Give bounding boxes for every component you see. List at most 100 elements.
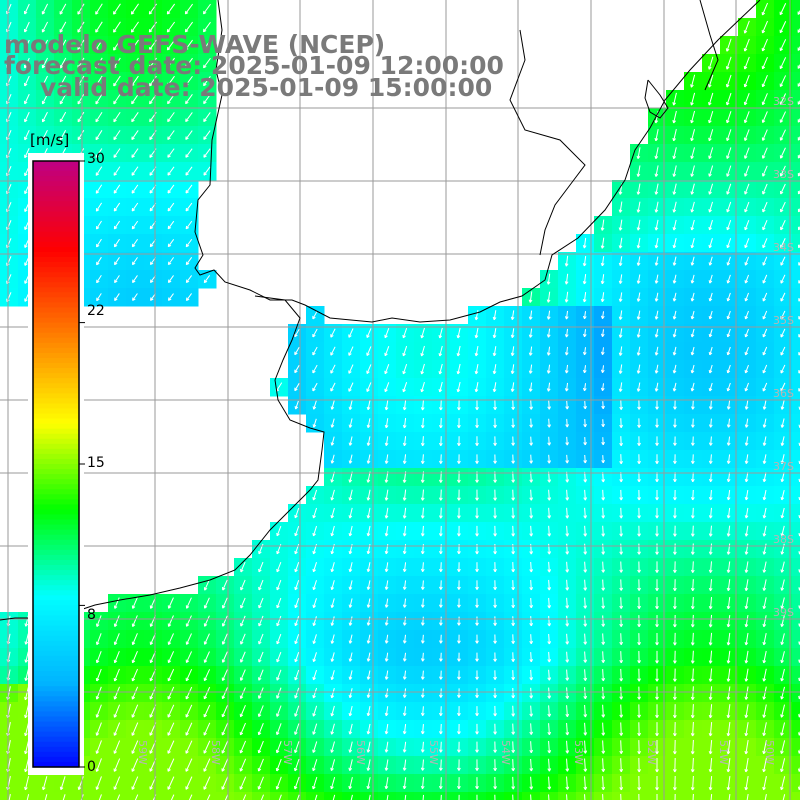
wind-arrow xyxy=(726,129,732,142)
wind-cell xyxy=(792,198,800,217)
lon-label: 51W xyxy=(717,740,730,765)
wind-arrow xyxy=(130,39,139,51)
lat-label: 36S xyxy=(773,387,794,400)
wind-arrow xyxy=(24,148,30,159)
wind-arrow xyxy=(95,130,103,141)
colorbar-segment xyxy=(33,484,79,490)
wind-arrow xyxy=(761,129,768,141)
wind-cell xyxy=(792,162,800,181)
colorbar-segment xyxy=(33,529,79,536)
wind-cell xyxy=(72,792,91,800)
wind-arrow xyxy=(725,92,732,106)
wind-arrow xyxy=(743,38,750,52)
colorbar-segment xyxy=(33,231,79,238)
wind-cell xyxy=(36,792,55,800)
colorbar-segment xyxy=(33,352,79,359)
colorbar-segment xyxy=(33,251,79,258)
wind-arrow xyxy=(743,111,750,124)
wind-cell xyxy=(792,558,800,577)
wind-arrow xyxy=(166,3,176,15)
wind-arrow xyxy=(761,2,769,16)
wind-cell xyxy=(792,756,800,775)
colorbar-segment xyxy=(33,342,79,349)
wind-cell xyxy=(792,576,800,595)
colorbar-segment xyxy=(33,686,79,692)
wind-arrow xyxy=(167,112,175,123)
wind-arrow xyxy=(167,166,175,176)
colorbar-segment xyxy=(33,534,79,541)
wind-arrow xyxy=(24,57,30,69)
wind-arrow xyxy=(131,130,139,141)
wind-arrow xyxy=(708,92,714,106)
wind-arrow xyxy=(202,3,211,15)
colorbar-segment xyxy=(33,216,79,223)
colorbar-segment xyxy=(33,585,79,591)
wind-cell xyxy=(108,792,127,800)
wind-arrow xyxy=(23,3,30,15)
colorbar-segment xyxy=(33,443,79,450)
wind-arrow xyxy=(95,111,103,123)
wind-cell xyxy=(342,792,361,800)
colorbar-segment xyxy=(33,201,79,208)
wind-arrow xyxy=(708,147,714,159)
valid-date: valid date: 2025-01-09 15:00:00 xyxy=(40,73,493,102)
colorbar-segment xyxy=(33,327,79,334)
wind-arrow xyxy=(41,39,49,51)
wind-arrow xyxy=(131,166,139,176)
colorbar-segment xyxy=(33,751,79,758)
colorbar-segment xyxy=(33,297,79,303)
colorbar-segment xyxy=(33,499,79,505)
colorbar-segment xyxy=(33,746,79,753)
wind-cell xyxy=(792,90,800,109)
wind-arrow xyxy=(131,93,139,105)
wind-cell xyxy=(792,720,800,739)
wind-arrow xyxy=(743,74,750,88)
lat-label: 32S xyxy=(773,95,794,108)
colorbar-segment xyxy=(33,262,79,268)
lon-label: 59W xyxy=(136,740,149,765)
wind-arrow xyxy=(779,129,786,141)
wind-cell xyxy=(792,54,800,73)
wind-arrow xyxy=(761,38,768,52)
colorbar-segment xyxy=(33,337,79,344)
wind-arrow xyxy=(779,147,786,159)
wind-cell xyxy=(792,648,800,667)
colorbar-segment xyxy=(33,645,79,652)
colorbar-segment xyxy=(33,580,79,586)
colorbar-segment xyxy=(33,181,79,187)
wind-arrow xyxy=(131,75,139,87)
wind-arrow xyxy=(131,57,139,69)
wind-arrow xyxy=(77,130,85,141)
wind-cell xyxy=(576,792,595,800)
colorbar-segment xyxy=(33,479,79,485)
wind-arrow xyxy=(185,130,193,140)
colorbar-segment xyxy=(33,332,79,339)
colorbar-segment xyxy=(33,519,79,526)
wind-arrow xyxy=(166,21,176,33)
colorbar-segment xyxy=(33,448,79,455)
wind-cell xyxy=(216,792,235,800)
wind-arrow xyxy=(113,111,121,123)
wind-cell xyxy=(792,468,800,487)
wind-cell xyxy=(792,450,800,469)
wind-cell xyxy=(234,792,253,800)
colorbar-segment xyxy=(33,428,79,435)
wind-cell xyxy=(792,306,800,325)
lat-label: 39S xyxy=(773,606,794,619)
wind-arrow xyxy=(672,92,677,106)
wind-cell xyxy=(792,126,800,145)
wind-cell xyxy=(162,792,181,800)
colorbar-segment xyxy=(33,620,79,627)
colorbar-segment xyxy=(33,736,79,743)
lon-label: 53W xyxy=(572,740,585,765)
wind-arrow xyxy=(654,147,659,160)
colorbar-segment xyxy=(33,590,79,596)
wind-arrow xyxy=(77,111,85,123)
wind-arrow xyxy=(95,21,103,33)
colorbar-segment xyxy=(33,408,79,415)
wind-arrow xyxy=(95,93,103,105)
colorbar-segment xyxy=(33,716,79,723)
wind-arrow xyxy=(77,21,85,33)
wind-arrow xyxy=(95,148,103,158)
wind-arrow xyxy=(95,57,103,69)
